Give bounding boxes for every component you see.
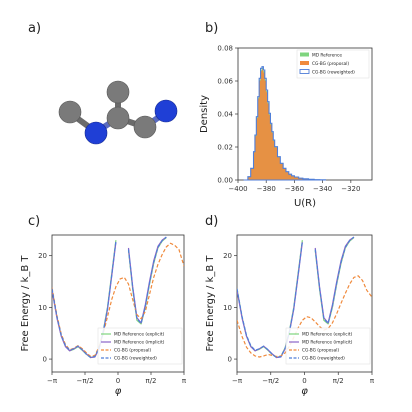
y-tick-label: 0.04 (217, 111, 233, 119)
cg-bg-proposal-fill (243, 69, 326, 180)
x-tick-label: −π (232, 377, 243, 385)
cg-bg-reweighted-step (243, 66, 327, 181)
carbon-atom (58, 100, 82, 124)
x-tick-label: −π (47, 377, 58, 385)
y-axis-label: Free Energy / k_B T (205, 255, 216, 352)
y-tick-label: 10 (223, 304, 232, 312)
x-tick-label: π (182, 377, 187, 385)
x-tick-label: −380 (257, 185, 276, 193)
legend-label: MD Reference (312, 53, 342, 59)
y-tick-label: 0.08 (217, 45, 233, 53)
panel-label-a: a) (28, 21, 41, 36)
y-tick-label: 20 (223, 252, 232, 260)
nitrogen-atom (154, 99, 178, 123)
legend-label: CG-BG (proposal) (302, 348, 339, 354)
carbon-atom (106, 106, 130, 130)
carbon-atom (133, 115, 157, 139)
legend-label: CG-BG (proposal) (114, 348, 151, 354)
legend-label: MD Reference (explicit) (114, 332, 165, 338)
panel-label-d: d) (205, 214, 218, 229)
x-tick-label: −400 (228, 185, 247, 193)
legend-label: CG-BG (reweighted) (302, 356, 345, 362)
free-energy-chart-c: −π −π/2 0 π/2 π 0 10 20 MD Reference (explicit) M… (20, 234, 187, 397)
x-tick-label: π/2 (145, 377, 156, 385)
legend-label: CG-BG (proposal) (312, 61, 349, 67)
series-line-2 (237, 275, 372, 358)
molecule-illustration (58, 80, 178, 145)
y-tick-label: 0 (43, 356, 47, 364)
y-tick-label: 0.06 (217, 78, 233, 86)
free-energy-chart-d: −π −π/2 0 π/2 π 0 10 20 MD Reference (explicit) M… (205, 234, 375, 397)
y-axis-label: Density (199, 95, 210, 133)
y-tick-label: 0 (228, 356, 232, 364)
legend-swatch (300, 61, 309, 65)
series-line-2 (52, 242, 184, 358)
legend-label: CG-BG (reweighted) (312, 70, 355, 76)
x-tick-label: 0 (302, 377, 306, 385)
legend-swatch (299, 69, 310, 74)
legend-label: MD Reference (explicit) (302, 332, 353, 338)
panel-label-b: b) (205, 21, 218, 36)
panel-label-c: c) (28, 214, 40, 229)
legend-label: MD Reference (implicit) (302, 340, 353, 346)
carbon-atom (106, 80, 130, 104)
x-axis-label: U(R) (294, 198, 316, 209)
x-axis-label: φ (115, 386, 122, 397)
y-tick-label: 10 (38, 304, 47, 312)
legend-swatch (300, 52, 309, 57)
x-tick-label: −340 (313, 185, 332, 193)
legend-box (285, 327, 371, 365)
y-tick-label: 20 (38, 252, 47, 260)
x-axis-label: φ (301, 386, 308, 397)
legend-box (97, 327, 183, 365)
legend-label: CG-BG (reweighted) (114, 356, 157, 362)
y-tick-label: 0.02 (217, 144, 233, 152)
legend-label: MD Reference (implicit) (114, 340, 165, 346)
x-tick-label: −320 (341, 185, 360, 193)
y-axis-label: Free Energy / k_B T (20, 255, 31, 352)
x-tick-label: −360 (285, 185, 304, 193)
nitrogen-atom (84, 121, 108, 145)
x-tick-label: π (370, 377, 375, 385)
y-tick-label: 0.00 (217, 177, 233, 185)
x-tick-label: π/2 (333, 377, 344, 385)
density-histogram-chart: −400 −380 −360 −340 −320 0.00 0.02 0.04 0.06 0.08… (199, 45, 373, 209)
x-tick-label: −π/2 (262, 377, 279, 385)
x-tick-label: −π/2 (77, 377, 94, 385)
x-tick-label: 0 (116, 377, 120, 385)
